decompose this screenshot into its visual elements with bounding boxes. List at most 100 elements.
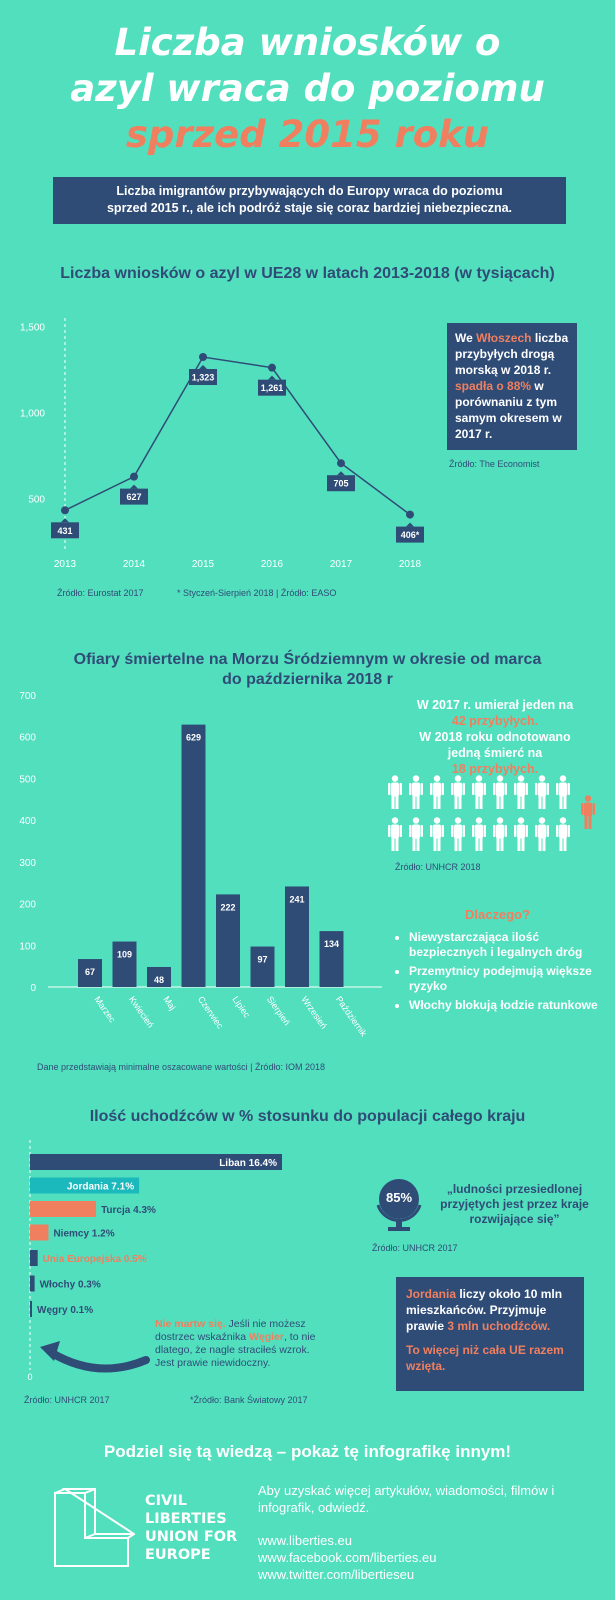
y-tick-label: 700 <box>19 691 36 702</box>
jordan-t3: 3 mln uchodźców. <box>447 1319 551 1333</box>
hbar-label: Unia Europejska 0.5% <box>43 1254 147 1265</box>
person-icon <box>430 817 444 851</box>
data-label-bg <box>189 369 217 386</box>
person-icon <box>493 817 507 851</box>
chart3-source-1: Źródło: UNHCR 2017 <box>24 1395 110 1405</box>
bar-value-label: 134 <box>324 939 339 949</box>
why-item: Włochy blokują łodzie ratunkowe <box>409 998 603 1013</box>
bar <box>216 894 240 987</box>
bar-chart: 0 100 200 300 400 500 600 700 67 Marzec 109 Kwiecie… <box>19 691 382 1039</box>
quote-source: Źródło: UNHCR 2017 <box>372 1243 458 1253</box>
hbar <box>30 1154 282 1170</box>
person-icon <box>409 775 423 809</box>
data-label: 431 <box>57 526 72 536</box>
person-icon <box>514 775 528 809</box>
y-tick-label: 0 <box>30 983 36 994</box>
chart3-title: Ilość uchodźców w % stosunku do populacj… <box>89 1108 526 1125</box>
italy-note-t2: Włoszech <box>476 331 532 345</box>
x-tick-label: 2018 <box>399 559 422 570</box>
hungary-note: Nie martw się. Jeśli nie możesz dostrzec… <box>155 1318 323 1370</box>
x-tick-label: Czerwiec <box>196 994 226 1030</box>
why-heading: Dlaczego? <box>465 907 531 922</box>
y-tick-label: 1,000 <box>20 409 45 420</box>
data-label-pointer <box>199 365 207 370</box>
chart2-title-line-1: Ofiary śmiertelne na Morzu Śródziemnym w… <box>73 651 542 668</box>
x-tick-label: 2013 <box>54 559 77 570</box>
facebook-link[interactable]: www.facebook.com/liberties.eu <box>258 1550 437 1565</box>
bar-value-label: 67 <box>85 967 95 977</box>
hbar <box>30 1275 35 1292</box>
data-point <box>268 363 276 372</box>
title-line-2: azyl wraca do poziomu <box>70 67 545 110</box>
intro-box: Liczba imigrantów przybywających do Euro… <box>53 177 566 224</box>
bar-value-label: 222 <box>220 902 235 912</box>
person-icon <box>493 775 507 809</box>
hbar-label: Jordania 7.1% <box>67 1182 134 1193</box>
person-icon <box>451 775 465 809</box>
bar <box>112 941 137 987</box>
chart2-source: Dane przedstawiają minimalne oszacowane … <box>37 1062 325 1072</box>
death-rate-source: Źródło: UNHCR 2018 <box>395 862 481 872</box>
data-label: 1,261 <box>261 383 284 393</box>
person-icon <box>472 775 486 809</box>
person-icon <box>535 775 549 809</box>
hbar-chart: 0 Liban 16.4% Jordania 7.1% Turcja 4.3% Niem… <box>27 1140 282 1380</box>
jordan-t1: Jordania <box>406 1287 457 1301</box>
jordan-box: Jordania liczy około 10 mln mieszkańców.… <box>396 1277 584 1391</box>
italy-note-box: We Włoszech liczba przybyłych drogą mors… <box>447 323 577 450</box>
data-label: 627 <box>126 492 141 502</box>
bar-value-label: 109 <box>117 950 132 960</box>
logo-line: LIBERTIES <box>145 1511 227 1527</box>
person-highlight-icon <box>581 795 595 829</box>
data-label: 1,323 <box>192 373 215 383</box>
data-label-pointer <box>337 471 345 476</box>
data-label-pointer <box>130 484 138 489</box>
y-tick-label: 200 <box>19 900 36 911</box>
globe-icon <box>376 1179 422 1231</box>
title-line-3: sprzed 2015 roku <box>125 113 490 156</box>
chart2-title-line-2: do października 2018 r <box>222 671 393 688</box>
series-line <box>64 356 411 516</box>
jordan-t4: To więcej niż cała UE razem wzięta. <box>406 1343 564 1373</box>
quote-text: „ludności przesiedlonej przyjętych jest … <box>440 1182 589 1226</box>
data-point <box>199 353 207 362</box>
hbar-label: Węgry 0.1% <box>37 1305 93 1316</box>
people-icons <box>388 775 595 851</box>
data-label: 406* <box>401 530 420 540</box>
hbar <box>30 1224 49 1241</box>
bar <box>319 931 344 987</box>
line-chart: 500 1,000 1,500 431 627 1,323 1,261 705 406* 2013… <box>20 318 424 570</box>
logo-line: EUROPE <box>145 1547 211 1563</box>
hungary-note-t2: Jeśli nie możesz dostrzec wskaźnika <box>155 1318 306 1343</box>
x-tick-label: Maj <box>161 994 178 1012</box>
hbar <box>30 1177 140 1194</box>
chart2-title: Ofiary śmiertelne na Morzu Śródziemnym w… <box>0 650 615 690</box>
y-tick-label: 400 <box>19 816 36 827</box>
data-label-pointer <box>268 375 276 380</box>
why-list: Niewystarczająca ilość bezpiecznych i le… <box>393 930 603 1017</box>
bar <box>285 886 309 987</box>
jordan-text: Jordania liczy około 10 mln mieszkańców.… <box>406 1286 574 1334</box>
y-tick-label: 600 <box>19 733 36 744</box>
title-line-1: Liczba wniosków o <box>114 21 501 64</box>
person-icon <box>556 775 570 809</box>
data-point <box>61 506 69 515</box>
intro-line-1: Liczba imigrantów przybywających do Euro… <box>116 184 503 198</box>
twitter-link[interactable]: www.twitter.com/libertieseu <box>258 1567 415 1582</box>
why-item: Przemytnicy podejmują większe ryzyko <box>409 964 603 994</box>
death-rate-l3: W 2018 roku odnotowano <box>419 730 571 744</box>
intro-line-2: sprzed 2015 r., ale ich podróż staje się… <box>106 201 513 215</box>
liberties-logo-icon <box>54 1488 135 1567</box>
italy-note-t1: We <box>455 331 477 345</box>
x-tick-label: Wrzesień <box>299 994 329 1030</box>
data-label-bg <box>120 488 148 505</box>
website-link[interactable]: www.liberties.eu <box>258 1533 352 1548</box>
person-icon <box>409 817 423 851</box>
bar <box>250 946 275 987</box>
why-item: Niewystarczająca ilość bezpiecznych i le… <box>409 930 603 960</box>
hbar <box>30 1301 32 1317</box>
x-tick-label: 2017 <box>330 559 353 570</box>
person-icon <box>388 817 402 851</box>
data-label-bg <box>51 522 79 539</box>
chart1-source-2: * Styczeń-Sierpień 2018 | Źródło: EASO <box>177 588 337 598</box>
